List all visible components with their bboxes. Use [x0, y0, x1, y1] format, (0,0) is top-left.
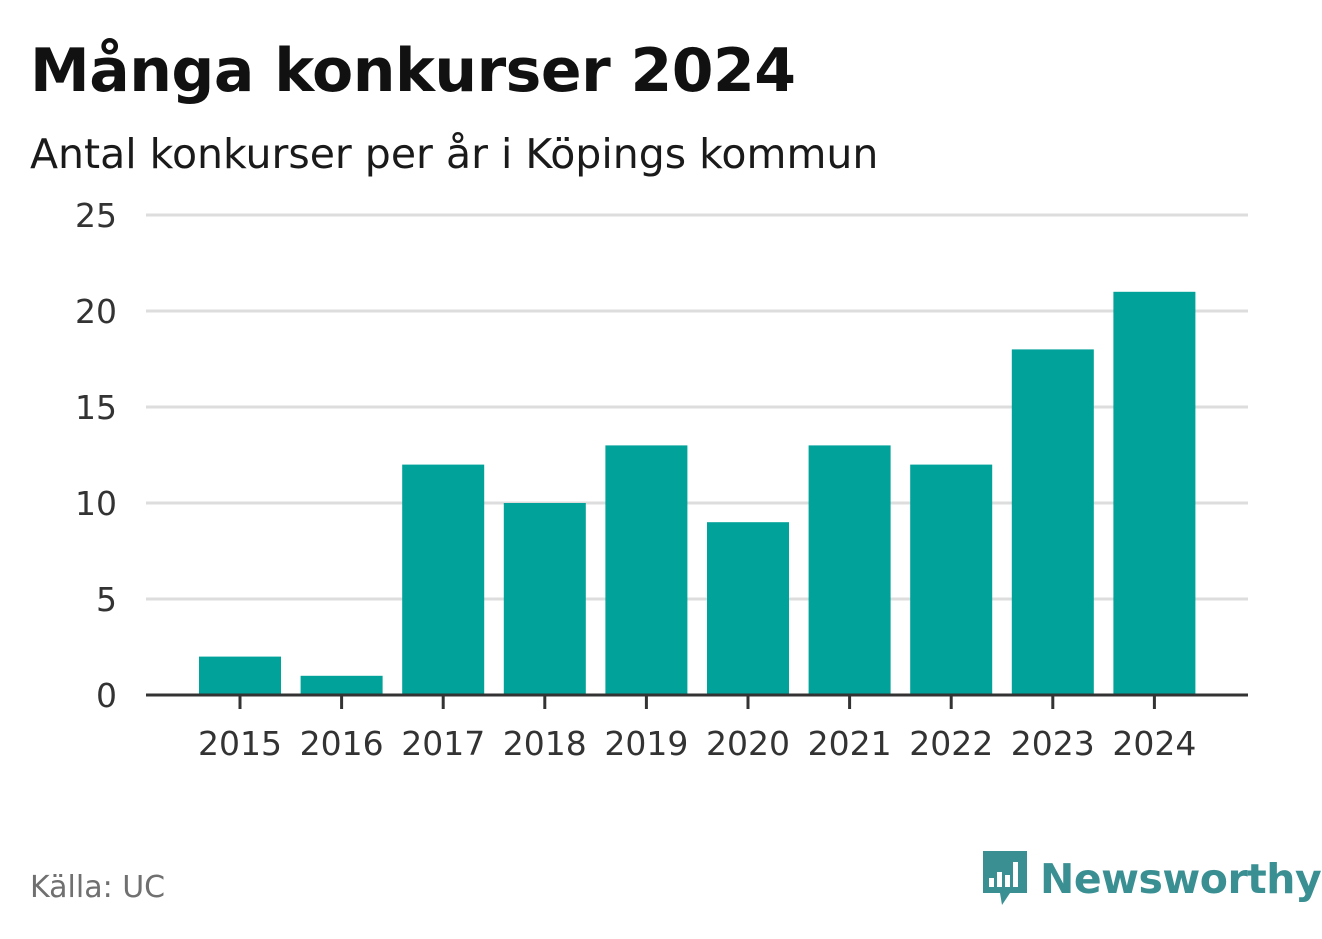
x-tick-label: 2018: [503, 724, 587, 763]
x-tick-label: 2019: [604, 724, 688, 763]
bar: [910, 464, 993, 695]
bar: [1011, 349, 1094, 695]
chart-subtitle: Antal konkurser per år i Köpings kommun: [30, 130, 879, 178]
bar: [199, 656, 281, 695]
y-tick-label: 25: [75, 196, 117, 235]
bar: [300, 675, 383, 695]
source-label: Källa: UC: [30, 870, 166, 905]
bars: [199, 291, 1196, 695]
x-tick-label: 2024: [1112, 724, 1196, 763]
x-tick-label: 2017: [401, 724, 485, 763]
x-tick-label: 2020: [706, 724, 790, 763]
bar: [1113, 291, 1196, 695]
bar: [503, 503, 586, 695]
bar: [402, 464, 485, 695]
y-tick-label: 5: [96, 580, 117, 619]
y-axis-ticks: 0 5 10 15 20 25: [75, 196, 117, 715]
x-tick-label: 2016: [300, 724, 384, 763]
x-tick-label: 2021: [808, 724, 892, 763]
y-tick-label: 15: [75, 388, 117, 427]
y-tick-label: 0: [96, 676, 117, 715]
bar: [605, 445, 688, 695]
x-tick-label: 2023: [1011, 724, 1095, 763]
y-tick-label: 20: [75, 292, 117, 331]
x-tick-label: 2022: [909, 724, 993, 763]
newsworthy-logo-icon: [983, 851, 1027, 905]
brand-name: Newsworthy: [1040, 855, 1322, 903]
newsworthy-logo[interactable]: Newsworthy: [980, 848, 1322, 910]
y-tick-label: 10: [75, 484, 117, 523]
x-axis-ticks: 2015 2016 2017 2018 2019 2020 2021 2022 2023 2024: [198, 695, 1196, 763]
x-tick-label: 2015: [198, 724, 282, 763]
chart-title: Många konkurser 2024: [30, 36, 796, 106]
bar: [808, 445, 891, 695]
bar: [707, 522, 789, 695]
